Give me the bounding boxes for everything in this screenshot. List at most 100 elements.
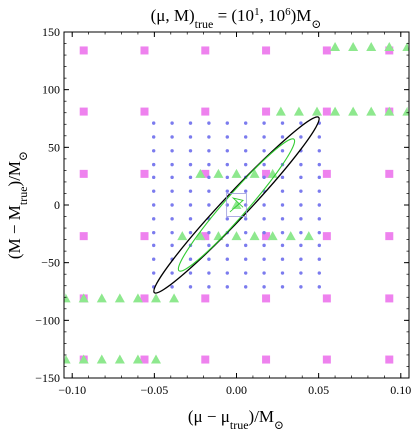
dot-marker [207, 121, 211, 125]
dot-marker [262, 121, 266, 125]
square-marker [262, 232, 271, 241]
dot-marker [244, 203, 248, 207]
triangle-marker [78, 293, 89, 303]
dot-marker [188, 149, 193, 153]
dot-marker [188, 257, 193, 261]
dot-marker [207, 271, 211, 275]
dot-marker [225, 189, 229, 193]
dot-marker [244, 230, 248, 235]
triangle-marker [231, 200, 242, 209]
dot-marker [225, 257, 229, 261]
dot-marker [262, 230, 266, 235]
dot-marker [170, 189, 174, 193]
dot-marker [262, 149, 266, 153]
triangle-marker [177, 231, 188, 241]
triangle-marker [195, 168, 206, 178]
square-marker [201, 232, 210, 241]
square-marker [322, 107, 331, 116]
y-tick-label: 0 [54, 198, 60, 212]
square-marker [201, 107, 210, 116]
dot-marker [280, 203, 285, 207]
dot-marker [152, 217, 156, 221]
dot-marker [280, 257, 285, 261]
dot-marker [188, 162, 193, 167]
dot-marker [152, 162, 156, 167]
axis-ticks: −0.10 −0.05 0.00 0.05 0.10 −150 −100 −50 0 50 100 1… [35, 25, 411, 397]
dot-marker [170, 285, 174, 289]
dot-marker [170, 149, 174, 153]
square-marker [79, 46, 88, 55]
triangle-marker [402, 106, 409, 116]
square-marker [201, 355, 210, 364]
triangle-marker [231, 168, 242, 178]
dot-marker [244, 271, 248, 275]
dot-marker [152, 175, 156, 180]
square-marker [262, 294, 271, 303]
square-marker [79, 232, 88, 241]
dot-marker [262, 162, 266, 167]
dot-marker [170, 243, 174, 248]
dot-marker [170, 217, 174, 221]
triangle-marker [195, 231, 206, 241]
dot-marker [207, 175, 211, 180]
square-marker [385, 169, 394, 178]
triangle-marker [151, 293, 161, 303]
triangle-marker [402, 41, 409, 51]
dot-marker [152, 135, 156, 139]
triangle-marker [330, 106, 341, 116]
dot-marker [299, 285, 303, 289]
triangle-marker [64, 354, 71, 364]
x-tick-label: −0.05 [140, 383, 168, 397]
square-marker [140, 355, 149, 364]
square-marker [385, 232, 394, 241]
square-marker [262, 355, 271, 364]
square-marker [262, 46, 271, 55]
x-axis-title: (μ − μtrue)/M⊙ [188, 407, 284, 429]
dot-marker [280, 271, 285, 275]
dot-marker [225, 121, 229, 125]
square-marker [262, 107, 271, 116]
dot-marker [244, 135, 248, 139]
triangle-marker [348, 106, 359, 116]
triangle-marker [267, 231, 278, 241]
y-tick-label: −50 [41, 256, 60, 270]
triangle-marker [132, 293, 143, 303]
dot-marker [299, 271, 303, 275]
dot-marker [225, 149, 229, 153]
triangle-marker [303, 231, 314, 241]
dot-marker [299, 121, 303, 125]
y-tick-label: 100 [42, 83, 60, 97]
dot-marker [299, 189, 303, 193]
dot-marker [317, 285, 321, 289]
dot-marker [152, 230, 156, 235]
center-contour [229, 197, 245, 213]
dot-marker [262, 203, 266, 207]
dot-marker [262, 243, 266, 248]
dot-marker [207, 149, 211, 153]
dot-marker [317, 243, 321, 248]
dot-marker [207, 285, 211, 289]
dot-marker [317, 135, 321, 139]
dot-marker [225, 243, 229, 248]
triangle-marker [249, 231, 260, 241]
triangle-marker [169, 293, 180, 303]
dot-marker [299, 243, 303, 248]
triangle-marker [64, 293, 71, 303]
dot-marker [207, 243, 211, 248]
dot-marker [207, 135, 211, 139]
dot-marker [188, 203, 193, 207]
dot-marker [207, 189, 211, 193]
dot-marker [299, 175, 303, 180]
triangle-marker [366, 41, 377, 51]
dot-marker [225, 175, 229, 180]
dot-marker [317, 257, 321, 261]
dot-marker [170, 271, 174, 275]
dot-marker [317, 203, 321, 207]
triangle-marker [114, 354, 125, 364]
dot-marker [317, 217, 321, 221]
dot-marker [262, 271, 266, 275]
triangle-marker [312, 106, 322, 116]
x-tick-label: 0.10 [390, 383, 411, 397]
dot-marker [244, 257, 248, 261]
square-marker [201, 169, 210, 178]
